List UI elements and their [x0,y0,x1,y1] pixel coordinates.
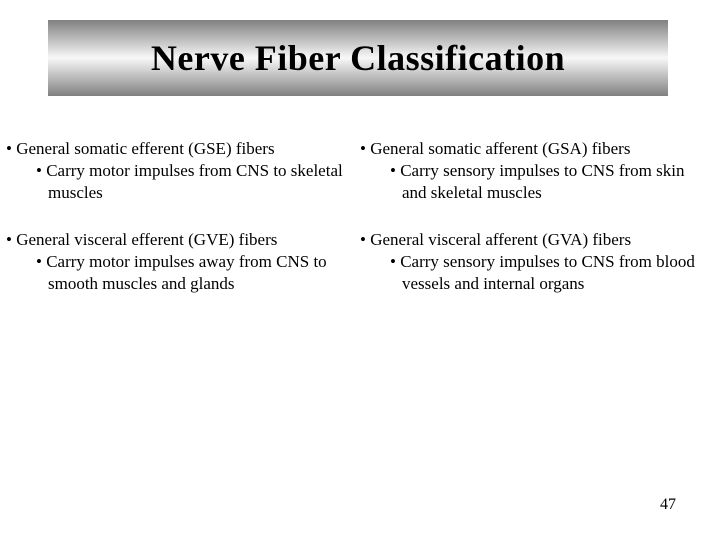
item-heading: General visceral efferent (GVE) fibers [16,230,277,249]
right-column: • General somatic afferent (GSA) fibers … [360,138,714,321]
bullet-level-1: • General somatic efferent (GSE) fibers [6,138,352,160]
bullet-icon: • [36,252,46,271]
bullet-level-1: • General visceral afferent (GVA) fibers [360,229,706,251]
bullet-level-2: • Carry motor impulses away from CNS to … [6,251,352,295]
bullet-icon: • [6,139,16,158]
list-item: • General somatic efferent (GSE) fibers … [6,138,352,203]
bullet-level-1: • General somatic afferent (GSA) fibers [360,138,706,160]
item-heading: General somatic efferent (GSE) fibers [16,139,274,158]
bullet-level-2: • Carry sensory impulses to CNS from blo… [360,251,706,295]
item-sub: Carry motor impulses away from CNS to sm… [46,252,326,293]
item-sub: Carry motor impulses from CNS to skeleta… [46,161,343,202]
content-area: • General somatic efferent (GSE) fibers … [6,138,714,321]
page-title: Nerve Fiber Classification [151,37,565,79]
bullet-level-2: • Carry motor impulses from CNS to skele… [6,160,352,204]
item-sub: Carry sensory impulses to CNS from blood… [400,252,695,293]
item-heading: General somatic afferent (GSA) fibers [370,139,630,158]
bullet-icon: • [390,252,400,271]
bullet-icon: • [360,230,370,249]
list-item: • General visceral afferent (GVA) fibers… [360,229,706,294]
left-column: • General somatic efferent (GSE) fibers … [6,138,360,321]
item-heading: General visceral afferent (GVA) fibers [370,230,631,249]
item-sub: Carry sensory impulses to CNS from skin … [400,161,684,202]
title-banner: Nerve Fiber Classification [48,20,668,96]
bullet-icon: • [360,139,370,158]
bullet-level-2: • Carry sensory impulses to CNS from ski… [360,160,706,204]
bullet-icon: • [36,161,46,180]
list-item: • General somatic afferent (GSA) fibers … [360,138,706,203]
bullet-icon: • [390,161,400,180]
bullet-icon: • [6,230,16,249]
list-item: • General visceral efferent (GVE) fibers… [6,229,352,294]
bullet-level-1: • General visceral efferent (GVE) fibers [6,229,352,251]
page-number: 47 [660,496,676,514]
slide: Nerve Fiber Classification • General som… [0,0,720,540]
